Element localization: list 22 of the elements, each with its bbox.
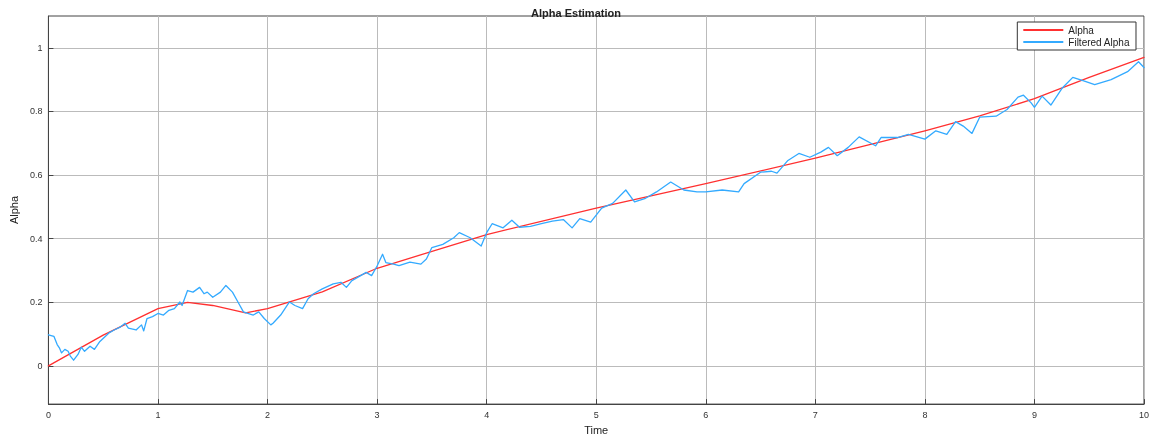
legend-label: Filtered Alpha xyxy=(1068,36,1130,48)
x-tick-label: 3 xyxy=(374,409,380,420)
x-tick-label: 9 xyxy=(1031,409,1037,420)
x-tick-label: 4 xyxy=(484,409,490,420)
y-tick-label: 0.4 xyxy=(29,233,43,244)
y-tick-label: 1 xyxy=(37,42,43,53)
chart-title: Alpha Estimation xyxy=(531,6,622,19)
x-tick-label: 5 xyxy=(593,409,599,420)
x-tick-label: 0 xyxy=(45,409,51,420)
x-tick-label: 1 xyxy=(155,409,161,420)
y-tick-label: 0 xyxy=(37,360,43,371)
x-tick-label: 10 xyxy=(1138,409,1149,420)
x-tick-label: 8 xyxy=(922,409,928,420)
x-tick-label: 6 xyxy=(703,409,709,420)
y-tick-label: 0.8 xyxy=(29,106,43,117)
y-tick-label: 0.6 xyxy=(29,170,43,181)
x-tick-label: 2 xyxy=(265,409,271,420)
legend-label: Alpha xyxy=(1068,24,1095,36)
y-tick-label: 0.2 xyxy=(29,297,43,308)
x-tick-label: 7 xyxy=(812,409,818,420)
x-axis-title: Time xyxy=(584,423,609,436)
y-axis-title: Alpha xyxy=(7,195,20,225)
